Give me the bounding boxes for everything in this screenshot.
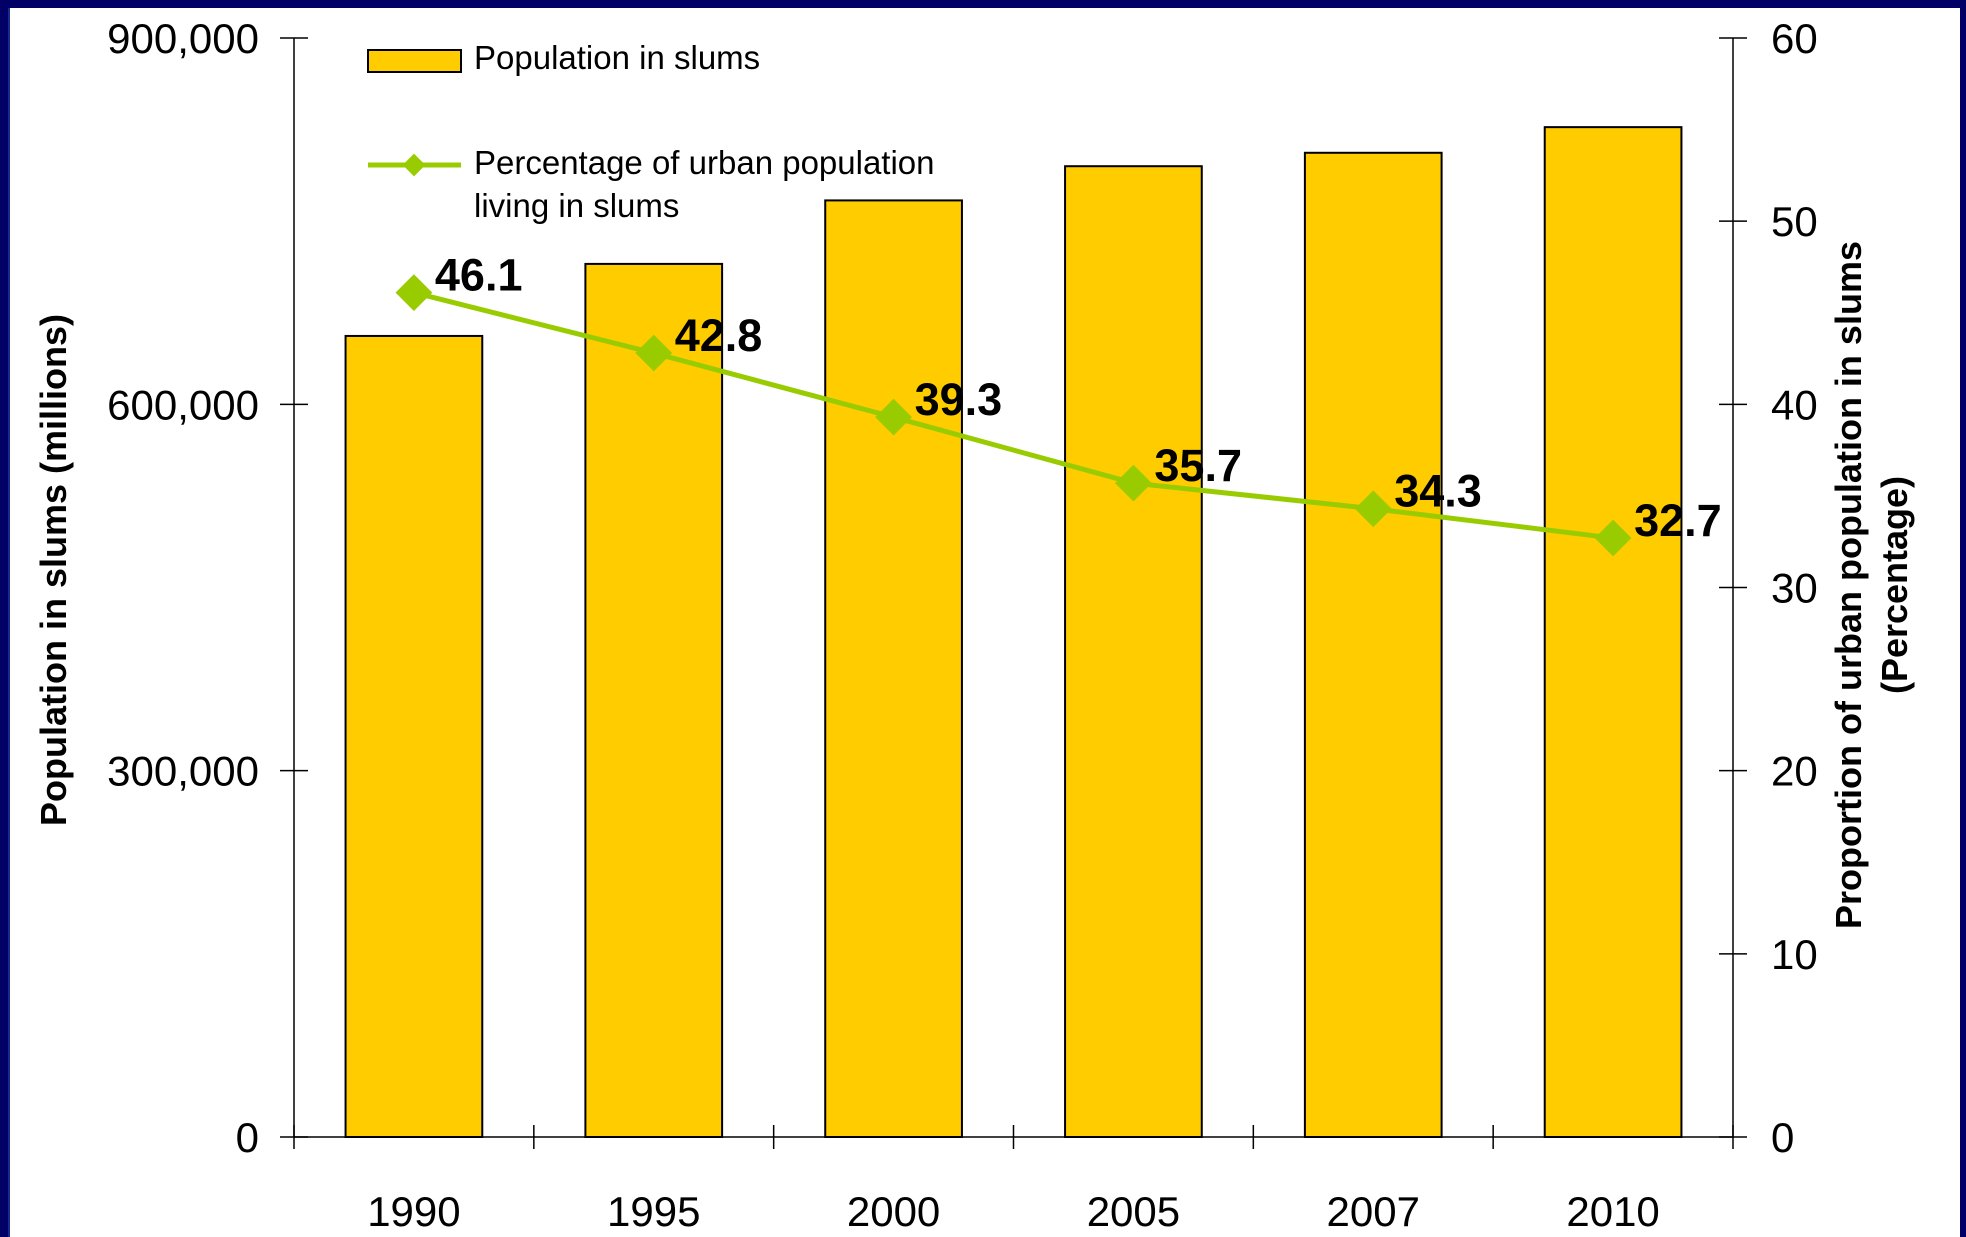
- legend-line-label-1: Percentage of urban population: [474, 144, 935, 181]
- line-marker: [1354, 490, 1392, 528]
- bar: [1303, 151, 1443, 1139]
- bar: [344, 334, 484, 1138]
- axes: 0 300,000 600,000 900,000 0 10 20 30 40 50 60 1990 1…: [107, 15, 1818, 1235]
- right-axis-tick-label: 0: [1771, 1114, 1794, 1161]
- line-marker: [875, 398, 912, 436]
- data-label: 39.3: [915, 374, 1003, 425]
- right-axis-title-line-2: (Percentage): [1874, 476, 1915, 694]
- legend-bar-swatch: [367, 49, 462, 73]
- data-labels: 46.1 42.8 39.3 35.7 34.3 32.7: [435, 250, 1722, 546]
- right-axis-tick-label: 10: [1771, 931, 1818, 978]
- x-axis-tick-label: 2000: [847, 1188, 940, 1235]
- x-axis-tick-label: 2010: [1566, 1188, 1659, 1235]
- legend-diamond-marker: [402, 153, 426, 177]
- data-label: 32.7: [1634, 495, 1722, 546]
- right-axis-tick-label: 60: [1771, 15, 1818, 62]
- x-axis-tick-label: 2005: [1087, 1188, 1180, 1235]
- line-marker: [1594, 519, 1632, 557]
- line-marker: [635, 334, 673, 372]
- data-label: 42.8: [675, 310, 763, 361]
- left-axis-title: Population in slums (millions): [33, 314, 74, 826]
- x-axis-tick-label: 2007: [1327, 1188, 1420, 1235]
- data-label: 35.7: [1154, 440, 1242, 491]
- bar: [584, 262, 724, 1138]
- right-axis-title-line-1: Proportion of urban population in slums: [1828, 241, 1869, 929]
- legend: Population in slums Percentage of urban …: [367, 39, 935, 224]
- x-axis-tick-label: 1995: [607, 1188, 700, 1235]
- bar: [1543, 126, 1683, 1138]
- line-marker: [395, 274, 433, 311]
- data-label: 46.1: [435, 250, 523, 301]
- bar-series: [344, 126, 1683, 1139]
- data-label: 34.3: [1394, 466, 1482, 517]
- line-marker: [1115, 464, 1152, 502]
- percentage-line: [413, 290, 1614, 541]
- right-axis-tick-label: 30: [1771, 565, 1818, 612]
- left-axis-tick-label: 600,000: [107, 381, 259, 428]
- bar: [824, 199, 963, 1138]
- line-series: [395, 274, 1632, 557]
- right-axis-tick-label: 40: [1771, 381, 1818, 428]
- left-axis-tick-label: 900,000: [107, 15, 259, 62]
- left-axis-tick-label: 0: [236, 1114, 259, 1161]
- legend-bar-label: Population in slums: [474, 39, 760, 76]
- left-axis-tick-label: 300,000: [107, 748, 259, 795]
- right-axis-tick-label: 50: [1771, 198, 1818, 245]
- x-axis-tick-label: 1990: [367, 1188, 460, 1235]
- right-axis-tick-label: 20: [1771, 748, 1818, 795]
- legend-line-label-2: living in slums: [474, 187, 679, 224]
- bar: [1064, 165, 1203, 1138]
